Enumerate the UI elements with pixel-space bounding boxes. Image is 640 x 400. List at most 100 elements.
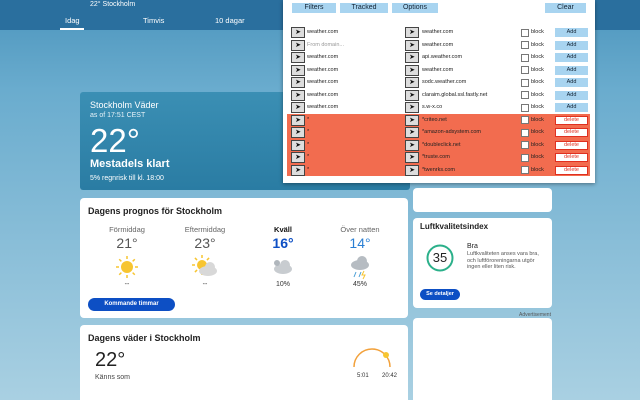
action-select[interactable]: block — [531, 65, 552, 75]
row-button[interactable]: delete — [555, 115, 588, 125]
as-of: as of 17:51 CEST — [90, 112, 146, 119]
period-precip: 10% — [275, 281, 290, 288]
arrow-button[interactable]: ➤ — [405, 39, 419, 51]
weather-icon — [274, 260, 292, 274]
arrow-button[interactable]: ➤ — [291, 89, 305, 101]
side-card — [413, 188, 552, 212]
weather-icon — [116, 256, 138, 278]
row-button[interactable]: delete — [555, 140, 588, 150]
arrow-button[interactable]: ➤ — [291, 152, 305, 163]
from-domain: * — [307, 141, 310, 148]
to-domain: *amazon-adsystem.com — [422, 129, 481, 135]
period-temp: 16° — [272, 235, 294, 251]
from-domain: * — [307, 166, 310, 173]
arrow-button[interactable]: ➤ — [291, 139, 305, 151]
action-select[interactable]: block — [531, 153, 552, 162]
row-button[interactable]: Add — [555, 65, 588, 75]
action-select[interactable]: block — [531, 115, 552, 125]
row-button[interactable]: Add — [555, 40, 588, 50]
checkbox[interactable] — [521, 53, 529, 62]
arrow-button[interactable]: ➤ — [405, 152, 419, 163]
period-temp: 21° — [116, 235, 138, 251]
from-domain: weather.com — [307, 66, 339, 73]
checkbox[interactable] — [521, 103, 529, 112]
location[interactable]: 22° Stockholm — [90, 1, 136, 8]
panel-button[interactable]: Filters — [292, 3, 336, 13]
hourly-button[interactable]: Kommande timmar — [88, 298, 175, 311]
to-domain: weather.com — [422, 41, 454, 48]
arrow-button[interactable]: ➤ — [405, 27, 419, 38]
action-select[interactable]: block — [531, 40, 552, 50]
arrow-button[interactable]: ➤ — [405, 139, 419, 151]
rule-row — [287, 63, 590, 76]
arrow-button[interactable]: ➤ — [291, 64, 305, 76]
row-button[interactable]: Add — [555, 78, 588, 87]
arrow-button[interactable]: ➤ — [291, 77, 305, 88]
weather-icon — [192, 255, 217, 276]
row-button[interactable]: Add — [555, 28, 588, 37]
period-name: Kväll — [274, 225, 292, 234]
arrow-button[interactable]: ➤ — [405, 77, 419, 88]
checkbox[interactable] — [521, 66, 529, 74]
tab[interactable]: Idag — [65, 16, 80, 25]
checkbox[interactable] — [521, 91, 529, 99]
action-select[interactable]: block — [531, 128, 552, 137]
arrow-button[interactable]: ➤ — [405, 52, 419, 63]
checkbox[interactable] — [521, 28, 529, 37]
arrow-button[interactable]: ➤ — [405, 89, 419, 101]
sunrise: 5:01 — [357, 373, 369, 379]
condition: Mestadels klart — [90, 158, 170, 170]
arrow-button[interactable]: ➤ — [405, 164, 419, 176]
checkbox[interactable] — [521, 141, 529, 149]
row-button[interactable]: Add — [555, 90, 588, 100]
row-button[interactable]: delete — [555, 128, 588, 137]
arrow-button[interactable]: ➤ — [291, 27, 305, 38]
period-name: Över natten — [340, 225, 380, 234]
from-domain: From domain... — [307, 41, 344, 48]
arrow-button[interactable]: ➤ — [405, 127, 419, 138]
period-precip: -- — [124, 281, 130, 288]
panel-button[interactable]: Options — [392, 3, 438, 13]
checkbox[interactable] — [521, 78, 529, 87]
action-select[interactable]: block — [531, 103, 552, 112]
air-button[interactable]: Se detaljer — [420, 289, 460, 300]
arrow-button[interactable]: ➤ — [291, 102, 305, 113]
checkbox[interactable] — [521, 166, 529, 174]
tab-underline — [60, 28, 84, 30]
row-button[interactable]: Add — [555, 53, 588, 62]
period-precip: -- — [202, 281, 208, 288]
panel-button[interactable]: Tracked — [340, 3, 388, 13]
to-domain: *doubleclick.net — [422, 141, 461, 148]
checkbox[interactable] — [521, 41, 529, 49]
row-button[interactable]: Add — [555, 103, 588, 112]
arrow-button[interactable]: ➤ — [291, 164, 305, 176]
action-select[interactable]: block — [531, 28, 552, 37]
row-button[interactable]: delete — [555, 165, 588, 175]
arrow-button[interactable]: ➤ — [405, 102, 419, 113]
arrow-button[interactable]: ➤ — [291, 114, 305, 126]
from-domain: weather.com — [307, 104, 339, 110]
arrow-button[interactable]: ➤ — [291, 127, 305, 138]
action-select[interactable]: block — [531, 165, 552, 175]
arrow-button[interactable]: ➤ — [291, 39, 305, 51]
arrow-button[interactable]: ➤ — [291, 52, 305, 63]
checkbox[interactable] — [521, 128, 529, 137]
panel-button[interactable]: Clear — [545, 3, 586, 13]
action-select[interactable]: block — [531, 53, 552, 62]
rule-row — [287, 113, 590, 126]
to-domain: claraim.global.ssl.fastly.net — [422, 91, 488, 98]
rule-row — [287, 51, 590, 64]
action-select[interactable]: block — [531, 78, 552, 87]
tab[interactable]: 10 dagar — [215, 16, 245, 25]
arrow-button[interactable]: ➤ — [405, 114, 419, 126]
rain-chance: 5% regnrisk till kl. 18:00 — [90, 175, 164, 182]
to-domain: weather.com — [422, 29, 454, 35]
row-button[interactable]: delete — [555, 153, 588, 162]
tab[interactable]: Timvis — [143, 16, 165, 25]
arrow-button[interactable]: ➤ — [405, 64, 419, 76]
checkbox[interactable] — [521, 116, 529, 124]
checkbox[interactable] — [521, 153, 529, 162]
action-select[interactable]: block — [531, 90, 552, 100]
to-domain: api.weather.com — [422, 54, 463, 60]
action-select[interactable]: block — [531, 140, 552, 150]
